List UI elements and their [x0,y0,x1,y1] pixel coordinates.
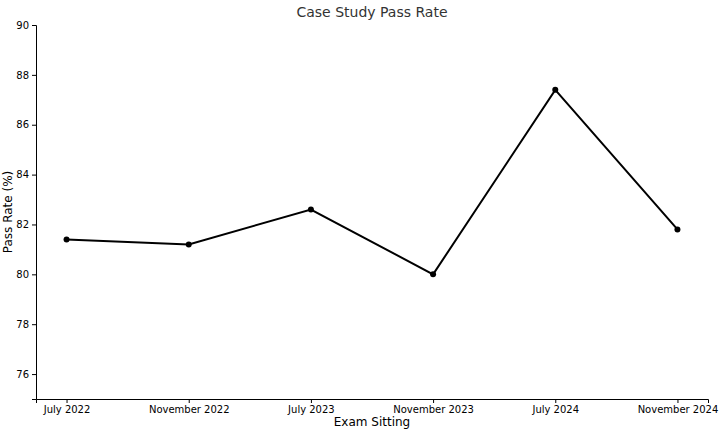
y-tick-label: 80 [16,269,29,280]
line [67,90,678,275]
marker [64,236,70,242]
marker [186,241,192,247]
x-tick-mark [189,399,190,403]
x-axis-line [37,400,709,404]
x-tick-mark [311,399,312,403]
x-tick: November 2022 [149,399,230,415]
x-tick-mark [555,399,556,403]
y-tick-mark [32,374,36,375]
y-tick-label: 88 [16,70,29,81]
y-tick-mark [32,175,36,176]
x-axis: July 2022 November 2022 July 2023 November … [37,399,719,415]
y-tick-mark [32,25,36,26]
plot-area: July 2022 November 2022 July 2023 November … [16,20,718,415]
y-tick-label: 78 [16,319,29,330]
marker [674,226,680,232]
x-tick: July 2023 [287,399,335,415]
y-tick-label: 76 [16,369,29,380]
y-tick-mark [32,75,36,76]
y-tick: 90 [16,20,36,31]
y-tick: 88 [16,70,36,81]
x-tick: July 2022 [43,399,91,415]
x-tick-label: November 2024 [638,404,719,415]
y-tick: 82 [16,219,36,230]
x-tick: November 2023 [393,399,474,415]
x-tick-label: November 2023 [393,404,474,415]
x-tick-label: November 2022 [149,404,230,415]
marker [308,207,314,213]
chart: July 2022 November 2022 July 2023 November … [0,0,720,430]
x-axis-title: Exam Sitting [334,415,410,429]
series [64,87,681,278]
y-tick-label: 90 [16,20,29,31]
y-tick-mark [32,274,36,275]
x-tick-mark [677,399,678,403]
y-axis-title: Pass Rate (%) [1,171,15,253]
y-tick: 78 [16,319,36,330]
y-tick: 86 [16,119,36,130]
x-tick-label: July 2023 [287,404,335,415]
y-tick-label: 82 [16,219,29,230]
y-axis: 76 78 80 82 84 86 88 90 [16,20,36,400]
title: Case Study Pass Rate [296,4,447,20]
x-tick-label: July 2024 [531,404,579,415]
y-tick-mark [32,324,36,325]
marker [430,271,436,277]
x-tick: November 2024 [638,399,719,415]
y-tick-mark [32,224,36,225]
x-tick-label: July 2022 [43,404,91,415]
y-tick: 80 [16,269,36,280]
x-tick-mark [67,399,68,403]
y-tick: 76 [16,369,36,380]
y-tick: 84 [16,169,36,180]
x-tick-mark [433,399,434,403]
x-tick: July 2024 [531,399,579,415]
y-axis-line [32,26,37,400]
marker [552,87,558,93]
y-tick-mark [32,125,36,126]
y-tick-label: 84 [16,169,29,180]
y-tick-label: 86 [16,119,29,130]
